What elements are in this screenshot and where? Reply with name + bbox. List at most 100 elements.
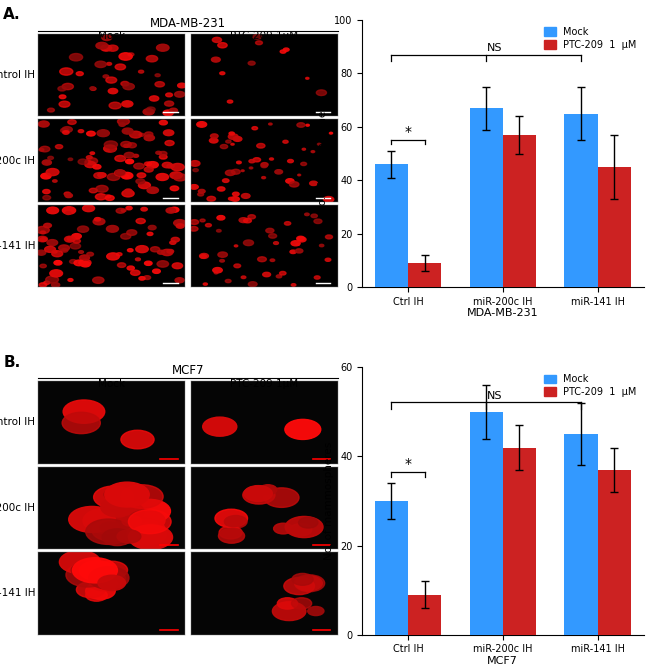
Circle shape	[170, 108, 177, 113]
Text: MCF7: MCF7	[172, 364, 204, 377]
Circle shape	[40, 265, 46, 268]
Circle shape	[166, 208, 176, 213]
Legend: Mock, PTC-209  1  μM: Mock, PTC-209 1 μM	[542, 25, 639, 51]
Circle shape	[127, 248, 133, 252]
Circle shape	[129, 500, 170, 523]
Circle shape	[326, 235, 333, 239]
Circle shape	[72, 234, 81, 239]
Circle shape	[79, 561, 114, 580]
Circle shape	[107, 63, 112, 65]
Text: PTC-209 1μM: PTC-209 1μM	[230, 379, 298, 389]
Circle shape	[121, 142, 131, 147]
Circle shape	[40, 238, 47, 241]
Circle shape	[320, 244, 324, 246]
Circle shape	[67, 237, 73, 240]
Circle shape	[64, 236, 75, 242]
Circle shape	[50, 270, 62, 277]
Text: Control IH: Control IH	[0, 418, 35, 428]
Circle shape	[157, 44, 169, 51]
Circle shape	[83, 508, 128, 533]
Circle shape	[315, 276, 320, 279]
Circle shape	[86, 131, 96, 136]
Circle shape	[59, 550, 100, 574]
Circle shape	[53, 180, 57, 182]
Circle shape	[124, 152, 134, 158]
Circle shape	[121, 81, 129, 86]
Bar	[564, 114, 597, 287]
Circle shape	[122, 516, 142, 526]
Circle shape	[309, 181, 317, 186]
Circle shape	[155, 73, 160, 77]
Circle shape	[109, 88, 118, 94]
Circle shape	[86, 156, 92, 159]
Circle shape	[62, 127, 72, 132]
Circle shape	[102, 35, 112, 41]
Circle shape	[290, 524, 312, 536]
Circle shape	[106, 502, 144, 523]
Circle shape	[156, 151, 161, 154]
Circle shape	[175, 92, 185, 97]
Circle shape	[222, 179, 229, 182]
Circle shape	[166, 93, 172, 97]
Circle shape	[244, 240, 254, 246]
Circle shape	[104, 141, 118, 148]
Circle shape	[90, 152, 94, 154]
Circle shape	[79, 255, 90, 261]
Text: miR-141 IH: miR-141 IH	[0, 241, 35, 251]
Circle shape	[146, 107, 155, 112]
Bar	[564, 434, 597, 635]
Circle shape	[100, 522, 120, 533]
Circle shape	[297, 123, 305, 128]
Circle shape	[275, 170, 283, 174]
Circle shape	[66, 562, 109, 587]
Circle shape	[96, 186, 108, 192]
Y-axis label: No. of mammospheres: No. of mammospheres	[318, 94, 328, 213]
Circle shape	[297, 237, 306, 242]
Circle shape	[233, 136, 242, 142]
Circle shape	[62, 84, 73, 90]
Circle shape	[115, 64, 125, 70]
Circle shape	[95, 61, 107, 67]
Circle shape	[165, 140, 174, 146]
Circle shape	[174, 220, 186, 226]
Circle shape	[225, 516, 247, 528]
Text: NS: NS	[487, 43, 502, 53]
Circle shape	[244, 218, 252, 223]
Circle shape	[296, 236, 304, 240]
Circle shape	[157, 261, 168, 267]
Circle shape	[257, 257, 266, 262]
Circle shape	[62, 131, 69, 134]
Circle shape	[129, 524, 149, 536]
Circle shape	[120, 518, 165, 543]
Circle shape	[283, 48, 289, 51]
Circle shape	[94, 172, 104, 178]
Circle shape	[122, 128, 133, 134]
Circle shape	[46, 276, 58, 283]
Circle shape	[45, 246, 55, 253]
Circle shape	[209, 138, 218, 143]
Circle shape	[38, 121, 49, 127]
Circle shape	[244, 486, 272, 502]
Circle shape	[233, 192, 239, 196]
Circle shape	[162, 162, 172, 168]
Circle shape	[216, 230, 221, 232]
Circle shape	[122, 190, 134, 197]
Circle shape	[298, 174, 301, 176]
Circle shape	[90, 87, 95, 90]
Circle shape	[40, 146, 50, 152]
Circle shape	[137, 173, 146, 178]
Bar	[470, 108, 503, 287]
Bar	[503, 135, 536, 287]
Bar	[408, 595, 441, 635]
Circle shape	[280, 271, 286, 275]
Circle shape	[78, 130, 84, 133]
Circle shape	[103, 75, 109, 78]
Circle shape	[224, 516, 242, 526]
Circle shape	[128, 53, 134, 56]
Circle shape	[83, 205, 94, 212]
Circle shape	[330, 132, 333, 134]
X-axis label: MCF7: MCF7	[488, 656, 518, 666]
Circle shape	[44, 223, 51, 228]
Circle shape	[164, 130, 174, 136]
Circle shape	[65, 194, 72, 198]
